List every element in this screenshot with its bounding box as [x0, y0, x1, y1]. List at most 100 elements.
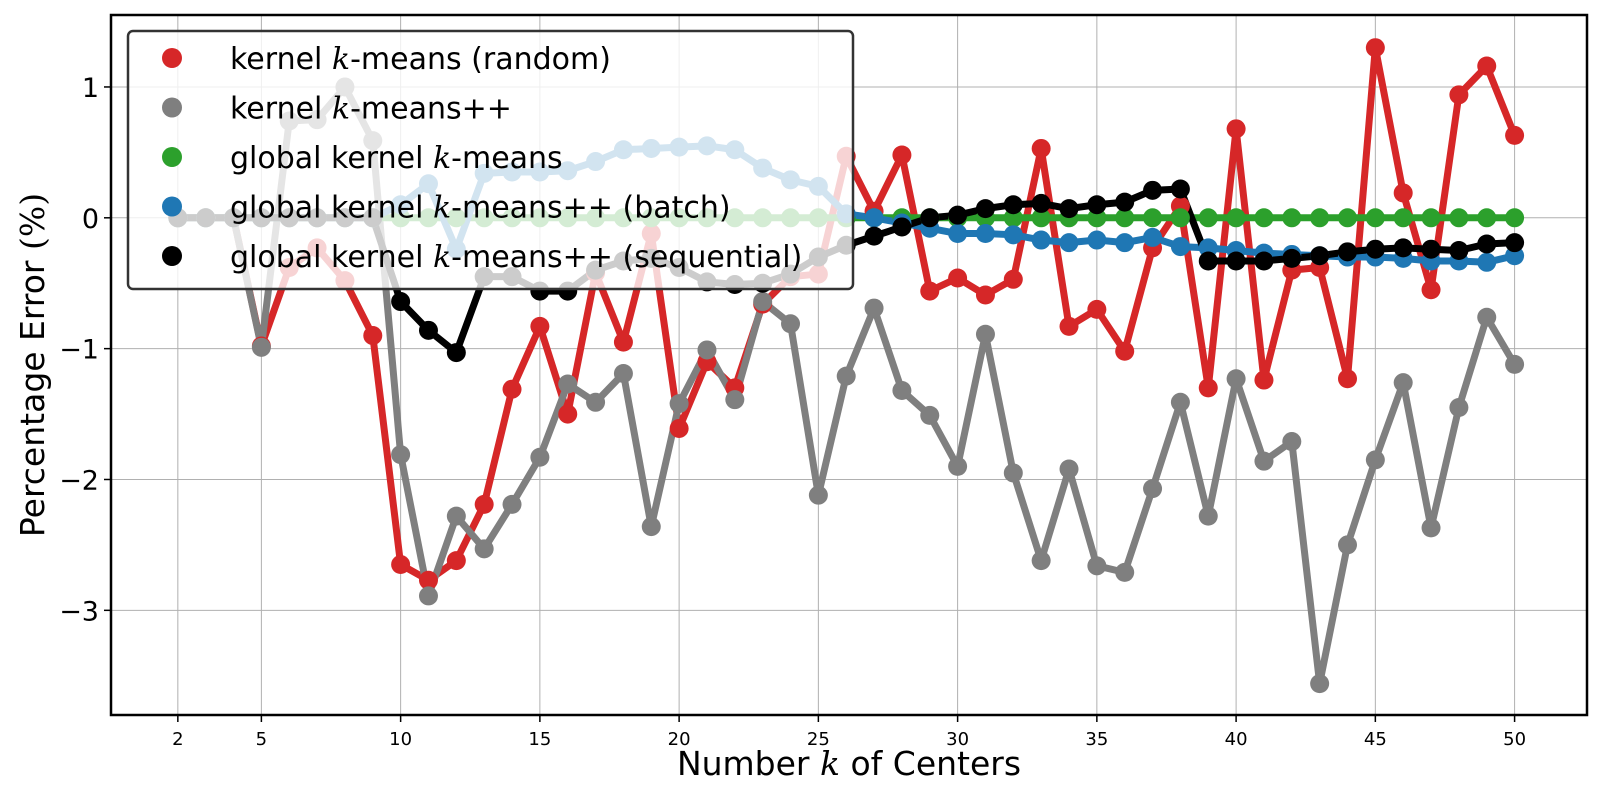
series-2-point — [948, 456, 968, 476]
series-4-point — [975, 224, 995, 244]
legend-text-suffix: -means++ — [350, 92, 512, 127]
legend-marker — [162, 196, 182, 217]
x-tick-label: 10 — [389, 729, 412, 750]
legend-marker — [162, 246, 182, 266]
series-1-point — [446, 551, 466, 571]
series-5-point — [418, 320, 438, 340]
series-2-point — [975, 324, 995, 344]
y-tick-label: −1 — [59, 335, 99, 366]
legend-text-suffix: -means++ (sequential) — [451, 240, 802, 275]
legend-marker — [162, 97, 182, 118]
series-4-point — [864, 208, 884, 228]
series-3-point — [1170, 208, 1190, 228]
series-1-point — [363, 326, 383, 346]
series-1-point — [1254, 370, 1274, 390]
series-2-point — [418, 586, 438, 606]
series-2-point — [1337, 535, 1357, 555]
series-2-point — [1310, 674, 1330, 694]
legend-text-k: k — [332, 92, 350, 127]
series-2-point — [697, 340, 717, 360]
series-2-point — [753, 292, 773, 312]
series-5-point — [391, 292, 411, 312]
series-3-point — [1115, 208, 1135, 228]
legend-text-k: k — [433, 141, 451, 176]
series-1-point — [1003, 269, 1023, 289]
series-2-point — [1505, 354, 1525, 374]
series-2-point — [558, 374, 578, 394]
series-5-point — [1087, 195, 1107, 215]
series-4-point — [1115, 233, 1135, 253]
legend-text-prefix: global kernel — [230, 240, 433, 275]
series-2-point — [586, 392, 606, 412]
series-1-point — [1031, 138, 1051, 158]
series-2-point — [1365, 450, 1385, 470]
series-2-point — [1115, 562, 1135, 582]
series-3-point — [1505, 208, 1525, 228]
series-1-point — [975, 285, 995, 305]
series-5-point — [1477, 234, 1497, 254]
legend-text-k: k — [433, 240, 451, 275]
series-2-point — [1059, 459, 1079, 479]
x-axis-label: Number k of Centers — [677, 744, 1021, 783]
series-5-point — [948, 205, 968, 225]
x-tick-label: 5 — [256, 729, 267, 750]
legend: kernel k-means (random)kernel k-means++g… — [126, 29, 855, 291]
series-2-point — [1003, 463, 1023, 483]
series-1-point — [1421, 280, 1441, 300]
legend-text-prefix: kernel — [230, 42, 332, 77]
legend-entry-3: global kernel k-means — [230, 141, 563, 176]
series-5-point — [1337, 242, 1357, 262]
series-4-point — [1003, 225, 1023, 245]
series-2-point — [725, 390, 745, 410]
series-2-point — [1449, 398, 1469, 418]
series-1-point — [1505, 125, 1525, 145]
series-5-point — [1143, 180, 1163, 200]
legend-marker — [162, 147, 182, 167]
x-tick-label: 20 — [668, 729, 691, 750]
legend-text-suffix: -means (random) — [350, 42, 611, 77]
series-5-point — [1198, 251, 1218, 271]
series-5-point — [1170, 179, 1190, 199]
series-2-point — [1254, 451, 1274, 471]
series-4-point — [1059, 233, 1079, 253]
x-tick-label: 35 — [1085, 729, 1108, 750]
legend-marker — [162, 48, 182, 68]
series-2-point — [530, 447, 550, 467]
series-4-point — [1505, 246, 1525, 266]
series-2-point — [1170, 392, 1190, 412]
series-1-point — [1393, 183, 1413, 203]
series-1-point — [920, 281, 940, 301]
series-5-point — [975, 199, 995, 219]
series-4-point — [1143, 227, 1163, 247]
legend-entry-5: global kernel k-means++ (sequential) — [230, 240, 802, 275]
series-3-point — [1198, 208, 1218, 228]
legend-text-suffix: -means++ (batch) — [451, 191, 730, 226]
series-2-point — [391, 445, 411, 465]
series-1-point — [1115, 341, 1135, 361]
series-2-point — [1198, 506, 1218, 526]
x-tick-label: 30 — [946, 729, 969, 750]
series-1-point — [1449, 85, 1469, 105]
series-5-point — [1031, 193, 1051, 213]
series-1-point — [1477, 56, 1497, 76]
series-5-point — [1310, 246, 1330, 266]
series-2-point — [864, 298, 884, 318]
series-3-point — [1449, 208, 1469, 228]
x-tick-label: 15 — [528, 729, 551, 750]
legend-text-k: k — [332, 42, 350, 77]
series-2-point — [1143, 479, 1163, 499]
legend-entry-4: global kernel k-means++ (batch) — [230, 191, 731, 226]
series-2-point — [1477, 307, 1497, 327]
series-2-point — [446, 506, 466, 526]
x-tick-label: 45 — [1364, 729, 1387, 750]
series-5-point — [864, 226, 884, 246]
y-axis-label: Percentage Error (%) — [13, 193, 52, 537]
series-4-point — [948, 224, 968, 244]
series-5-point — [1254, 251, 1274, 271]
series-1-point — [948, 268, 968, 288]
series-2-point — [1393, 373, 1413, 393]
series-3-point — [1087, 208, 1107, 228]
series-3-point — [1421, 208, 1441, 228]
series-2-point — [1087, 556, 1107, 576]
legend-text-prefix: kernel — [230, 92, 332, 127]
